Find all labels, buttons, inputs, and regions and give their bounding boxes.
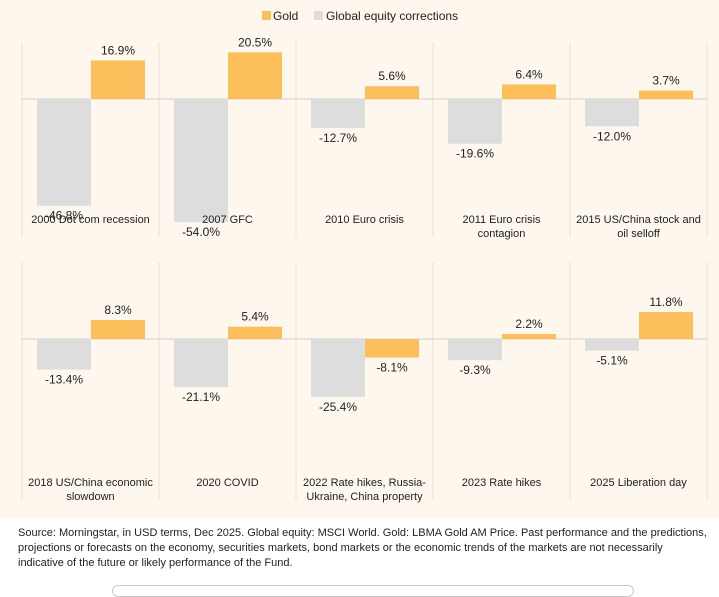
category-label: Ukraine, China property <box>306 491 423 503</box>
category-label: 2010 Euro crisis <box>325 214 404 226</box>
legend-label-equity: Global equity corrections <box>326 9 458 23</box>
data-label-equity: -9.3% <box>459 363 491 377</box>
bar-gold <box>639 90 693 99</box>
legend-swatch-gold <box>262 11 271 20</box>
data-label-gold: 8.3% <box>104 303 132 317</box>
data-label-gold: 20.5% <box>238 35 272 49</box>
bar-gold <box>365 86 419 99</box>
bar-gold <box>502 333 556 339</box>
data-label-equity: -19.6% <box>456 147 494 161</box>
bar-equity <box>448 99 502 144</box>
bar-equity <box>585 339 639 351</box>
bar-gold <box>365 339 419 358</box>
data-label-equity: -12.0% <box>593 129 631 143</box>
chart-svg: Gold Global equity corrections -46.8% 16.9%… <box>21 9 708 503</box>
bar-gold <box>91 320 145 339</box>
category-label: 2023 Rate hikes <box>462 477 542 489</box>
bar-gold <box>91 60 145 99</box>
category-label: 2015 US/China stock and <box>576 214 701 226</box>
category-label: 2018 US/China economic <box>28 477 153 489</box>
data-label-equity: -54.0% <box>182 225 220 239</box>
category-label: 2007 GFC <box>202 214 253 226</box>
source-note: Source: Morningstar, in USD terms, Dec 2… <box>18 526 710 571</box>
bar-equity <box>174 339 228 388</box>
legend-label-gold: Gold <box>273 9 298 23</box>
bar-equity <box>585 99 639 127</box>
category-label: 2000 Dot com recession <box>31 214 150 226</box>
bar-equity <box>37 339 91 370</box>
data-label-equity: -46.8% <box>45 209 83 223</box>
data-label-equity: -21.1% <box>182 390 220 404</box>
category-label: oil selloff <box>617 228 661 240</box>
category-label: 2011 Euro crisis <box>462 214 541 226</box>
data-label-gold: 16.9% <box>101 43 135 57</box>
category-label: slowdown <box>66 491 114 503</box>
bar-equity <box>37 99 91 206</box>
category-label: 2022 Rate hikes, Russia- <box>303 477 426 489</box>
bar-gold <box>502 84 556 99</box>
data-label-gold: 5.6% <box>378 69 406 83</box>
bar-equity <box>311 99 365 128</box>
data-label-equity: -25.4% <box>319 400 357 414</box>
data-label-gold: 5.4% <box>241 310 269 324</box>
category-label: 2020 COVID <box>196 477 258 489</box>
bar-gold <box>228 52 282 99</box>
data-label-gold: 2.2% <box>515 317 543 331</box>
legend-swatch-equity <box>314 11 323 20</box>
data-label-gold: 6.4% <box>515 67 543 81</box>
bar-equity <box>174 99 228 223</box>
data-label-equity: -5.1% <box>596 354 628 368</box>
data-label-gold: 11.8% <box>649 295 682 309</box>
category-label: contagion <box>478 228 526 240</box>
category-label: 2025 Liberation day <box>590 477 687 489</box>
bar-gold <box>639 312 693 339</box>
bar-equity <box>311 339 365 397</box>
data-label-equity: -12.7% <box>319 131 357 145</box>
data-label-gold: 3.7% <box>652 74 680 88</box>
bar-gold <box>228 326 282 339</box>
data-label-gold: -8.1% <box>376 360 408 374</box>
footer-pill <box>112 585 634 597</box>
bar-equity <box>448 339 502 361</box>
data-label-equity: -13.4% <box>45 373 83 387</box>
